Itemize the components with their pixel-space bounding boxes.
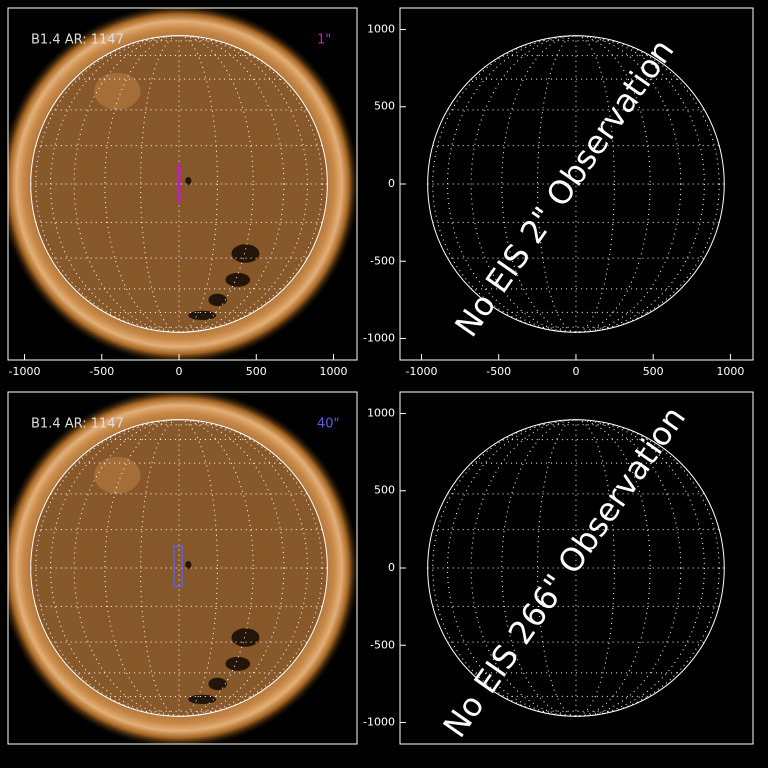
y-tick-label: 0 (388, 177, 395, 190)
longitude (432, 35, 720, 333)
x-tick-label: 500 (246, 365, 267, 378)
longitude (35, 35, 323, 333)
longitude (447, 35, 705, 333)
y-tick-label: 1000 (367, 22, 395, 35)
coronal-hole (188, 310, 217, 320)
x-tick-label: 0 (176, 365, 183, 378)
y-tick-label: 1000 (367, 406, 395, 419)
longitude (470, 35, 682, 333)
bright-region (94, 456, 141, 494)
longitude (537, 35, 615, 333)
panel-content (427, 35, 725, 333)
panel-content (8, 392, 357, 744)
x-tick-label: -500 (89, 365, 114, 378)
longitude (73, 35, 285, 333)
panel: B1.4 AR: 1147 1" -1000 -500 0 500 1000 (7, 7, 358, 378)
coronal-hole (188, 694, 217, 704)
x-tick-label: 1000 (716, 365, 744, 378)
frame (7, 391, 358, 745)
y-tick-label: 500 (374, 100, 395, 113)
y-tick-label: -1000 (363, 332, 395, 345)
coronal-hole (208, 677, 227, 691)
longitude (140, 35, 218, 333)
y-tick-label: -1000 (363, 716, 395, 729)
longitude (447, 419, 705, 717)
longitude (50, 419, 308, 717)
x-tick-label: 0 (572, 365, 579, 378)
coronal-hole (225, 656, 251, 671)
x-tick-label: 500 (643, 365, 664, 378)
coronal-hole (185, 177, 192, 185)
longitude (501, 419, 651, 717)
slit-label: 1" (317, 33, 331, 48)
coronal-hole (225, 272, 251, 287)
longitude (432, 419, 720, 717)
x-tick-label: -1000 (405, 365, 437, 378)
panel-content (427, 419, 725, 717)
x-tick-label: -1000 (9, 365, 41, 378)
y-tick-label: 0 (388, 561, 395, 574)
y-tick-label: -500 (370, 638, 395, 651)
panel-content (8, 8, 357, 360)
longitude (50, 35, 308, 333)
panel: B1.4 AR: 1147 40" (7, 391, 358, 745)
longitude (104, 35, 254, 333)
coronal-hole (231, 628, 260, 647)
slit (177, 163, 181, 203)
coronal-hole (231, 244, 260, 263)
y-tick-label: 500 (374, 484, 395, 497)
x-tick-label: -500 (486, 365, 511, 378)
slit-label: 40" (317, 417, 340, 432)
solar-disk (30, 419, 328, 717)
longitude (140, 419, 218, 717)
raster (173, 545, 183, 588)
panel-label: B1.4 AR: 1147 (31, 417, 124, 432)
coronal-hole (208, 293, 227, 307)
panel-label: B1.4 AR: 1147 (31, 33, 124, 48)
frame (7, 7, 358, 361)
bright-region (94, 72, 141, 110)
coronal-hole (185, 561, 192, 569)
x-tick-label: 1000 (320, 365, 348, 378)
longitude (104, 419, 254, 717)
y-tick-label: -500 (370, 254, 395, 267)
longitude (537, 419, 615, 717)
longitude (501, 35, 651, 333)
longitude (35, 419, 323, 717)
